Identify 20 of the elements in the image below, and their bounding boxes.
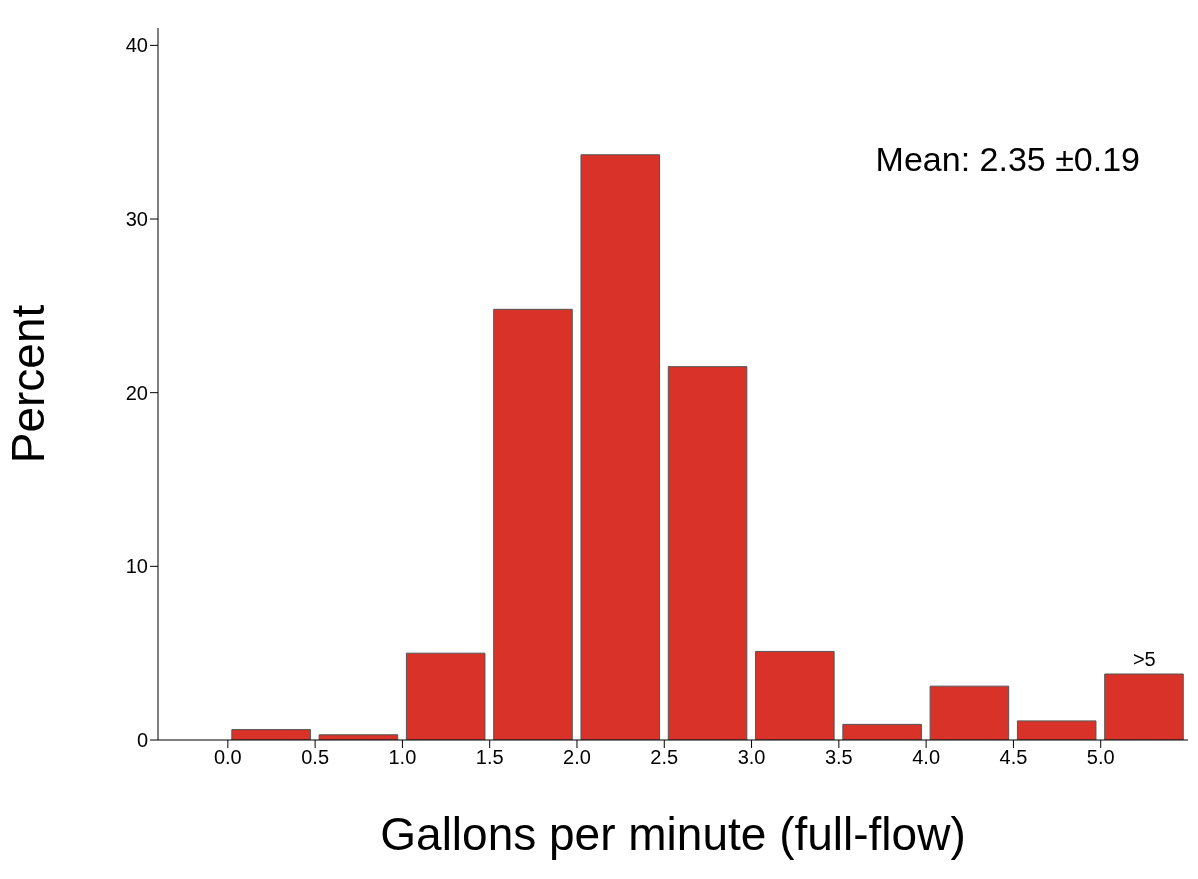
x-tick-label: 1.5 [475,746,504,769]
x-tick-label: 5.0 [1086,746,1115,769]
x-tick-label: 1.0 [388,746,417,769]
x-tick-label: 2.5 [650,746,679,769]
y-tick-label: 0 [136,729,148,752]
y-tick-label: 40 [125,34,148,57]
x-tick-label: 4.0 [912,746,941,769]
x-tick-label: 2.0 [563,746,591,769]
x-tick-label: 0.5 [301,746,330,769]
x-tick-label: 3.0 [737,746,766,769]
x-tick-label: 0.0 [213,746,242,769]
y-tick-label: 10 [125,555,148,578]
y-axis-title: Percent [2,304,55,464]
x-axis-title: Gallons per minute (full-flow) [380,808,966,860]
y-tick-label: 20 [125,381,148,404]
x-tick-label: 3.5 [824,746,853,769]
annotation: Mean: 2.35 ±0.19 [875,140,1140,179]
annotation: >5 [1132,648,1156,671]
y-tick-label: 30 [125,208,148,231]
x-tick-label: 4.5 [999,746,1028,769]
